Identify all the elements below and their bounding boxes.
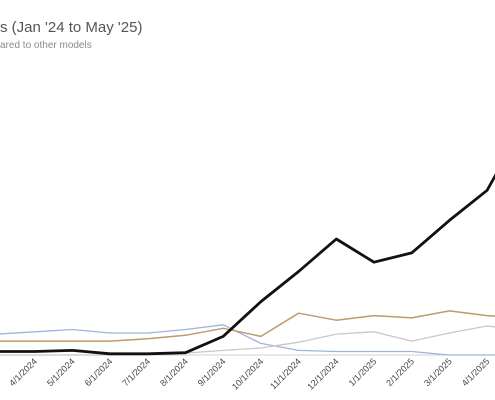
x-tick-label: 1/1/2025 — [347, 356, 379, 388]
x-tick-label: 4/1/2025 — [460, 356, 492, 388]
x-tick-label: 10/1/2024 — [230, 356, 265, 391]
chart-subtitle: ared to other models — [0, 40, 92, 51]
x-tick-label: 3/1/2025 — [422, 356, 454, 388]
series-group — [0, 173, 495, 356]
x-tick-labels: 4/1/2024 5/1/2024 6/1/2024 7/1/2024 8/1/2024… — [7, 356, 491, 391]
x-tick-label: 6/1/2024 — [83, 356, 115, 388]
chart-title: s (Jan '24 to May '25) — [0, 19, 143, 36]
x-tick-label: 11/1/2024 — [268, 356, 303, 391]
x-tick-label: 7/1/2024 — [120, 356, 152, 388]
x-tick-label: 4/1/2024 — [7, 356, 39, 388]
series-line-3 — [0, 310, 495, 342]
series-line-4 — [0, 173, 495, 356]
x-tick-label: 8/1/2024 — [158, 356, 190, 388]
x-tick-label: 2/1/2025 — [384, 356, 416, 388]
x-tick-label: 9/1/2024 — [196, 356, 228, 388]
series-line-1 — [0, 324, 495, 356]
x-tick-label: 5/1/2024 — [45, 356, 77, 388]
x-tick-label: 12/1/2024 — [305, 356, 340, 391]
series-line-2 — [0, 325, 495, 356]
